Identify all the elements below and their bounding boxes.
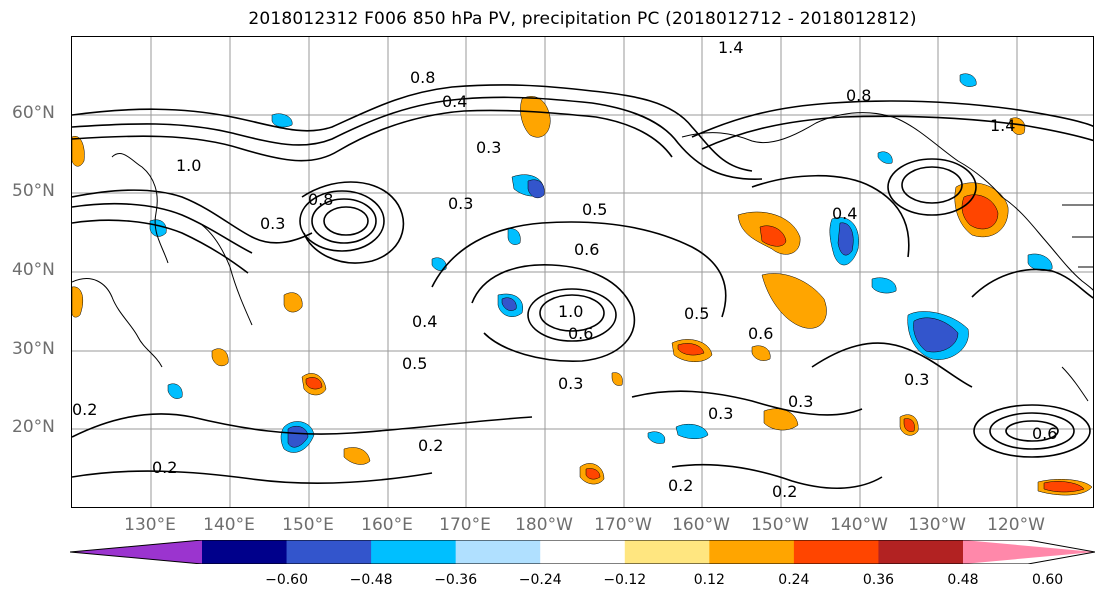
contour-label: 0.4 [412,312,437,331]
lon-label-160e: 160°E [361,515,413,535]
colorbar-tick-label: −0.36 [434,572,478,588]
colorbar-segment [878,540,964,564]
precip-positive-shading [72,96,1093,496]
lon-label-160w: 160°W [672,515,730,535]
contour-label: 1.0 [558,302,583,321]
colorbar-segment [202,540,288,564]
lon-label-180w: 180°W [515,515,573,535]
colorbar-segment [709,540,795,564]
colorbar-tick-label: −0.24 [518,572,562,588]
colorbar-segment [286,540,372,564]
colorbar [70,540,1095,564]
contour-label: 0.8 [410,68,435,87]
lon-label-150e: 150°E [282,515,334,535]
colorbar-tick-label: 0.12 [693,572,725,588]
contour-label: 0.6 [748,324,773,343]
lat-label-60n: 60°N [12,103,55,123]
contour-label: 0.3 [448,194,473,213]
contour-label: 0.2 [72,400,97,419]
lat-label-50n: 50°N [12,181,55,201]
colorbar-segment [70,540,202,564]
contour-label: 0.6 [568,324,593,343]
contour-label: 0.3 [260,214,285,233]
map-canvas: 1.4 0.8 0.4 0.3 1.0 0.3 0.5 0.6 0.8 0.3 … [72,37,1093,507]
contour-label: 0.8 [308,190,333,209]
colorbar-tick-label: −0.60 [265,572,308,588]
contour-label: 0.6 [1032,424,1057,443]
lat-label-30n: 30°N [12,339,55,359]
precip-negative-shading [149,73,1053,453]
contour-label: 0.2 [772,482,797,501]
contour-label: 0.3 [904,370,929,389]
contour-label: 0.5 [582,200,607,219]
contour-label: 1.4 [718,38,743,57]
lon-label-140w: 140°W [830,515,888,535]
contour-label: 0.3 [708,404,733,423]
colorbar-tick-label: 0.24 [778,572,810,588]
colorbar-segment [963,540,1095,564]
contour-label: 0.8 [846,86,871,105]
contour-label: 1.4 [990,116,1015,135]
lon-label-170w: 170°W [594,515,652,535]
lat-label-20n: 20°N [12,417,55,437]
map-title: 2018012312 F006 850 hPa PV, precipitatio… [248,9,917,29]
contour-label: 0.3 [476,138,501,157]
graticule [72,37,1093,507]
map-panel: 1.4 0.8 0.4 0.3 1.0 0.3 0.5 0.6 0.8 0.3 … [71,36,1094,508]
lon-label-140e: 140°E [203,515,255,535]
colorbar-segment [624,540,710,564]
lon-label-120w: 120°W [987,515,1045,535]
colorbar-tick-label: 0.60 [1031,572,1064,588]
contour-label: 0.2 [418,436,443,455]
lon-label-170e: 170°E [439,515,491,535]
pv-contours [72,84,1093,490]
colorbar-tick-label: 0.36 [862,572,895,588]
colorbar-segment [540,540,626,564]
colorbar-tick-label: −0.48 [349,572,393,588]
contour-label: 0.4 [442,92,467,111]
lon-label-130e: 130°E [124,515,176,535]
contour-label: 0.3 [558,374,583,393]
contour-label: 0.2 [668,476,693,495]
coastlines [72,112,1093,402]
contour-label: 0.3 [788,392,813,411]
lon-label-130w: 130°W [908,515,966,535]
contour-label: 0.6 [574,240,599,259]
contour-label: 0.4 [832,204,857,223]
lon-label-150w: 150°W [751,515,809,535]
colorbar-segment [793,540,879,564]
contour-label: 0.5 [684,304,709,323]
contour-label: 0.5 [402,354,427,373]
colorbar-tick-label: 0.48 [947,572,979,588]
colorbar-segment [455,540,541,564]
contour-label: 0.2 [152,458,177,477]
lat-label-40n: 40°N [12,260,55,280]
contour-label: 1.0 [176,156,201,175]
colorbar-segment [371,540,457,564]
colorbar-tick-label: −0.12 [603,572,647,588]
